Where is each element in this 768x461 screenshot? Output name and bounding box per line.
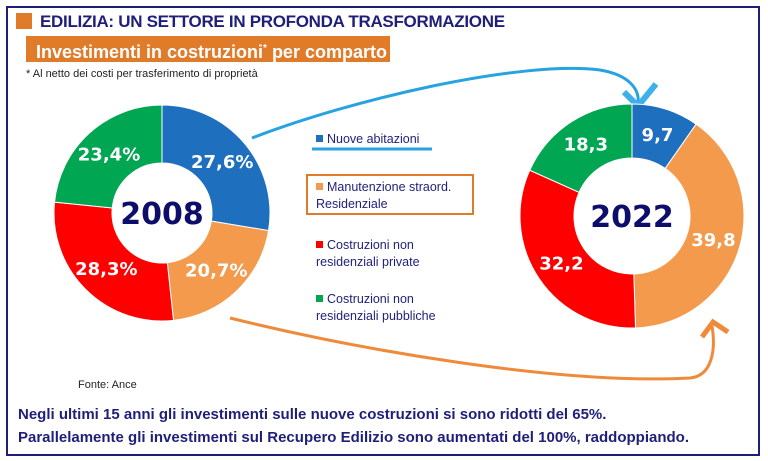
legend-item-manutenzione: Manutenzione straord. Residenziale bbox=[316, 179, 466, 213]
legend-item-non-res-private: Costruzioni non residenziali private bbox=[316, 237, 466, 271]
donut-center-year: 2022 bbox=[590, 200, 674, 235]
donut-2008-label-1: 20,7% bbox=[185, 260, 247, 281]
legend-label: Manutenzione straord. Residenziale bbox=[316, 180, 452, 211]
subtitle-banner: Investimenti in costruzioni* per compart… bbox=[26, 36, 390, 62]
page-title: EDILIZIA: UN SETTORE IN PROFONDA TRASFOR… bbox=[40, 12, 505, 31]
blue-arrow bbox=[251, 66, 640, 140]
legend-label: Costruzioni non residenziali private bbox=[316, 238, 420, 269]
frame bbox=[6, 6, 760, 456]
donut-2022-label-2: 32,2 bbox=[539, 253, 583, 274]
donut-2022-slice-2 bbox=[519, 169, 637, 329]
conclusion-line-1: Negli ultimi 15 anni gli investimenti su… bbox=[18, 406, 607, 423]
legend-highlight-box bbox=[306, 174, 474, 215]
donut-2008-slice-1 bbox=[166, 220, 270, 321]
conclusion: Negli ultimi 15 anni gli investimenti su… bbox=[18, 403, 689, 449]
conclusion-line-2: Parallelamente gli investimenti sul Recu… bbox=[18, 429, 689, 446]
donut-2022-slice-3 bbox=[529, 103, 633, 193]
donut-2022-label-1: 39,8 bbox=[691, 230, 735, 251]
source: Fonte: Ance bbox=[78, 379, 137, 391]
donut-2008-label-2: 28,3% bbox=[75, 259, 137, 280]
donut-2022-slice-1 bbox=[633, 123, 745, 329]
donut-center-year: 2008 bbox=[120, 197, 204, 232]
blue-arrow-head bbox=[621, 82, 659, 111]
header-marker bbox=[16, 13, 32, 29]
legend-label: Nuove abitazioni bbox=[327, 132, 420, 146]
footnote: * Al netto dei costi per trasferimento d… bbox=[26, 68, 258, 80]
legend-label: Costruzioni non residenziali pubbliche bbox=[316, 292, 436, 323]
legend-item-non-res-pubbliche: Costruzioni non residenziali pubbliche bbox=[316, 291, 466, 325]
donut-2008-label-3: 23,4% bbox=[78, 144, 140, 165]
subtitle-rest: per comparto bbox=[266, 42, 387, 62]
donut-2008-slice-3 bbox=[53, 104, 163, 209]
legend-item-nuove-abitazioni: Nuove abitazioni bbox=[316, 131, 419, 148]
legend-swatch bbox=[316, 183, 323, 190]
subtitle: Investimenti in costruzioni bbox=[36, 42, 264, 62]
donut-2008-slice-0 bbox=[161, 104, 271, 232]
donut-2022-label-0: 9,7 bbox=[642, 125, 674, 146]
orange-arrow-head bbox=[699, 318, 730, 339]
subtitle-mark: * bbox=[263, 43, 267, 54]
orange-arrow bbox=[229, 316, 715, 381]
legend-swatch bbox=[316, 241, 323, 248]
donut-2022-label-3: 18,3 bbox=[564, 135, 608, 156]
donut-2008-label-0: 27,6% bbox=[191, 152, 253, 173]
legend-swatch bbox=[316, 295, 323, 302]
legend-swatch bbox=[316, 135, 323, 142]
donut-2008-slice-2 bbox=[53, 201, 175, 322]
